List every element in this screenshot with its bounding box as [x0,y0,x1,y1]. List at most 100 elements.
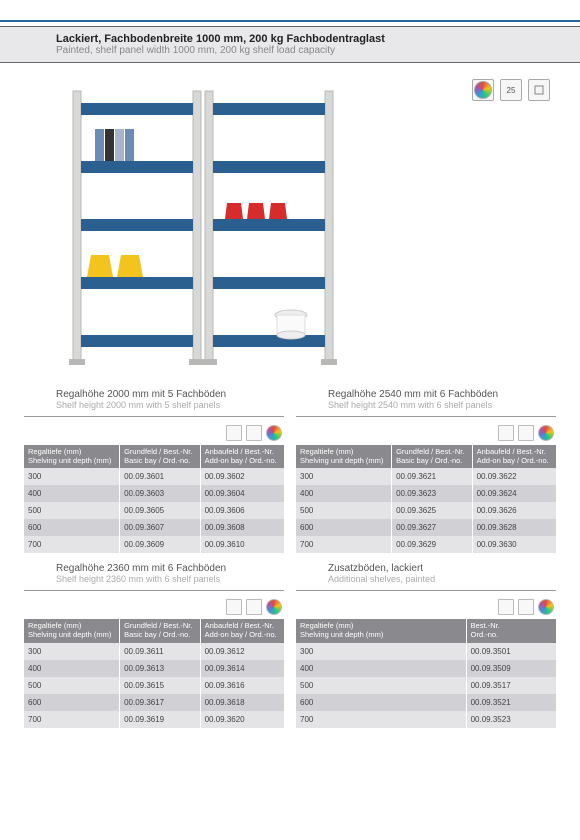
section-divider [24,590,284,591]
cell: 00.09.3626 [472,502,556,519]
mini-badge-1 [226,425,242,441]
product-header: Lackiert, Fachbodenbreite 1000 mm, 200 k… [0,26,580,63]
cell: 700 [24,711,120,728]
table-row: 40000.09.360300.09.3604 [24,485,284,502]
cell: 00.09.3624 [472,485,556,502]
cell: 00.09.3630 [472,536,556,553]
table-row: 50000.09.361500.09.3616 [24,677,284,694]
cell: 00.09.3622 [472,468,556,485]
table-row: 60000.09.360700.09.3608 [24,519,284,536]
cell: 300 [24,468,120,485]
cell: 00.09.3509 [466,660,556,677]
cell: 00.09.3602 [200,468,284,485]
section-block: Regalhöhe 2000 mm mit 5 FachbödenShelf h… [24,389,284,553]
cell: 00.09.3607 [120,519,201,536]
figure-badges: 25 [472,79,550,101]
table-row: 40000.09.361300.09.3614 [24,660,284,677]
cell: 00.09.3521 [466,694,556,711]
section-title-en: Shelf height 2540 mm with 6 shelf panels [296,400,556,410]
cell: 00.09.3625 [392,502,473,519]
table-row: 50000.09.362500.09.3626 [296,502,556,519]
cell: 00.09.3604 [200,485,284,502]
cell: 500 [296,677,466,694]
cell: 00.09.3613 [120,660,201,677]
color-badge [472,79,494,101]
cell: 00.09.3603 [120,485,201,502]
section-title-de: Regalhöhe 2360 mm mit 6 Fachböden [24,563,284,574]
header-title-de: Lackiert, Fachbodenbreite 1000 mm, 200 k… [56,33,540,45]
cell: 00.09.3517 [466,677,556,694]
table-badges [24,425,284,441]
cell: 00.09.3609 [120,536,201,553]
table-row: 40000.09.362300.09.3624 [296,485,556,502]
section-divider [24,416,284,417]
cell: 00.09.3616 [200,677,284,694]
cell: 500 [24,502,120,519]
col-depth: Regaltiefe (mm)Shelving unit depth (mm) [24,619,120,642]
cell: 00.09.3618 [200,694,284,711]
col-ordno: Best.-Nr.Ord.-no. [466,619,556,642]
cell: 00.09.3614 [200,660,284,677]
table-row: 70000.09.361900.09.3620 [24,711,284,728]
section-block: Regalhöhe 2360 mm mit 6 FachbödenShelf h… [24,563,284,727]
col-addon: Anbaufeld / Best.-Nr.Add-on bay / Ord.-n… [200,445,284,468]
table-row: 70000.09.3523 [296,711,556,728]
table-row: 70000.09.360900.09.3610 [24,536,284,553]
top-rule [0,20,580,22]
cell: 400 [296,660,466,677]
mini-badge-2 [246,425,262,441]
section-title-de: Regalhöhe 2000 mm mit 5 Fachböden [24,389,284,400]
cell: 600 [296,694,466,711]
cell: 00.09.3627 [392,519,473,536]
cell: 300 [24,643,120,660]
table-badges [296,599,556,615]
cell: 00.09.3612 [200,643,284,660]
shelf-illustration [55,81,345,371]
table-row: 60000.09.3521 [296,694,556,711]
section-block: Regalhöhe 2540 mm mit 6 FachbödenShelf h… [296,389,556,553]
cell: 00.09.3628 [472,519,556,536]
cell: 300 [296,643,466,660]
cell: 00.09.3619 [120,711,201,728]
cell: 00.09.3611 [120,643,201,660]
mini-color-wheel-icon [266,599,282,615]
cell: 00.09.3606 [200,502,284,519]
cell: 600 [296,519,392,536]
cell: 00.09.3617 [120,694,201,711]
section-row: Regalhöhe 2360 mm mit 6 FachbödenShelf h… [0,563,580,727]
col-addon: Anbaufeld / Best.-Nr.Add-on bay / Ord.-n… [200,619,284,642]
cell: 00.09.3615 [120,677,201,694]
warranty-badge: 25 [500,79,522,101]
table-row: 30000.09.3501 [296,643,556,660]
cell: 00.09.3501 [466,643,556,660]
table-row: 60000.09.362700.09.3628 [296,519,556,536]
spec-table: Regaltiefe (mm)Shelving unit depth (mm)G… [296,445,556,553]
section-title-en: Shelf height 2360 mm with 6 shelf panels [24,574,284,584]
cert-badge [528,79,550,101]
table-row: 40000.09.3509 [296,660,556,677]
cell: 00.09.3621 [392,468,473,485]
cell: 700 [296,536,392,553]
mini-badge-2 [518,599,534,615]
col-addon: Anbaufeld / Best.-Nr.Add-on bay / Ord.-n… [472,445,556,468]
cell: 00.09.3629 [392,536,473,553]
section-divider [296,416,556,417]
section-title-de: Regalhöhe 2540 mm mit 6 Fachböden [296,389,556,400]
section-title-de: Zusatzböden, lackiert [296,563,556,574]
cell: 00.09.3623 [392,485,473,502]
cell: 400 [296,485,392,502]
section-divider [296,590,556,591]
cell: 600 [24,694,120,711]
mini-color-wheel-icon [538,425,554,441]
section-title-en: Shelf height 2000 mm with 5 shelf panels [24,400,284,410]
cell: 00.09.3608 [200,519,284,536]
cell: 700 [296,711,466,728]
cell: 00.09.3523 [466,711,556,728]
col-basic: Grundfeld / Best.-Nr.Basic bay / Ord.-no… [392,445,473,468]
mini-badge-2 [518,425,534,441]
table-badges [24,599,284,615]
cell: 00.09.3620 [200,711,284,728]
mini-badge-1 [226,599,242,615]
table-row: 60000.09.361700.09.3618 [24,694,284,711]
mini-badge-1 [498,599,514,615]
